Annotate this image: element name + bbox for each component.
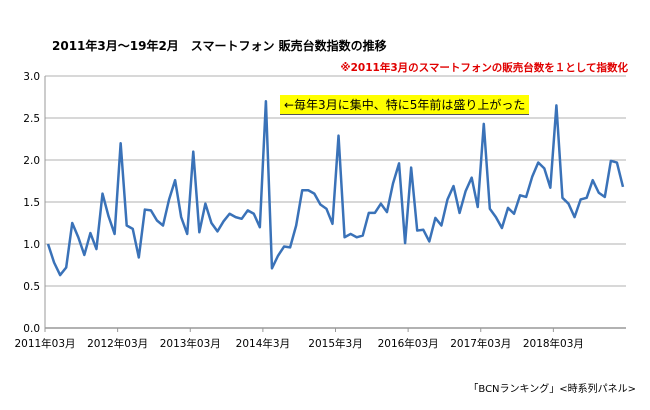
y-tick-label: 1.5 xyxy=(23,197,40,209)
x-tick-label: 2018年03月 xyxy=(523,337,584,350)
x-tick-label: 2011年03月 xyxy=(14,337,75,350)
source-label: 「BCNランキング」<時系列パネル> xyxy=(468,384,636,395)
annotation-callout: ←毎年3月に集中、特に5年前は盛り上がった xyxy=(280,95,530,115)
y-tick-label: 0.0 xyxy=(23,323,40,335)
series-line xyxy=(46,99,625,277)
y-tick-label: 0.5 xyxy=(23,281,40,293)
chart-note: ※2011年3月のスマートフォンの販売台数を１として指数化 xyxy=(340,62,628,74)
chart-title: 2011年3月～19年2月 スマートフォン 販売台数指数の推移 xyxy=(52,39,387,53)
x-tick-label: 2014年3月 xyxy=(236,337,290,350)
x-tick-label: 2016年03月 xyxy=(378,337,439,350)
y-tick-label: 1.0 xyxy=(23,239,40,251)
y-tick-label: 3.0 xyxy=(23,71,40,83)
x-tick-label: 2017年03月 xyxy=(450,337,511,350)
x-tick-label: 2013年03月 xyxy=(160,337,221,350)
y-tick-label: 2.0 xyxy=(23,155,40,167)
y-tick-label: 2.5 xyxy=(23,113,40,125)
x-tick-label: 2015年3月 xyxy=(308,337,362,350)
x-tick-label: 2012年03月 xyxy=(87,337,148,350)
